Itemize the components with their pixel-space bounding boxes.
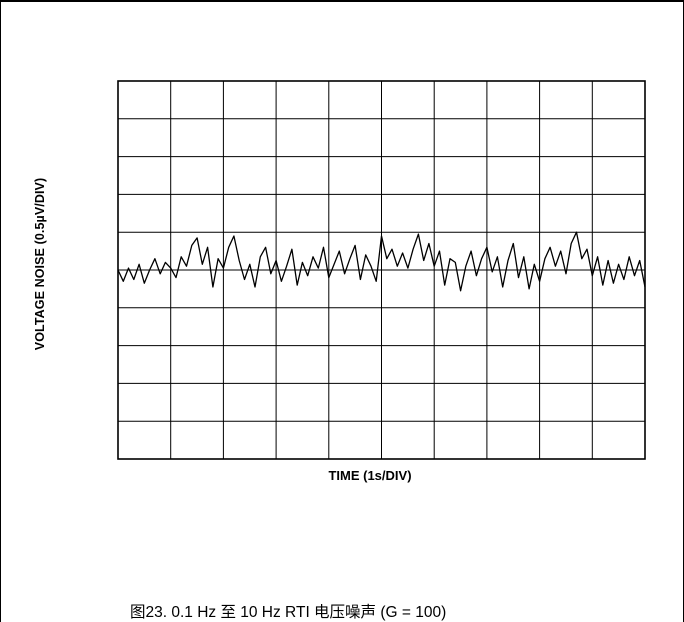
chart-grid [117, 80, 646, 460]
noise-trace [117, 231, 646, 292]
figure-caption: 图23. 0.1 Hz 至 10 Hz RTI 电压噪声 (G = 100) [130, 604, 447, 621]
noise-series [117, 231, 646, 292]
x-axis-label: TIME (1s/DIV) [328, 468, 412, 483]
y-axis-label: VOLTAGE NOISE (0.5µV/DIV) [33, 177, 47, 351]
